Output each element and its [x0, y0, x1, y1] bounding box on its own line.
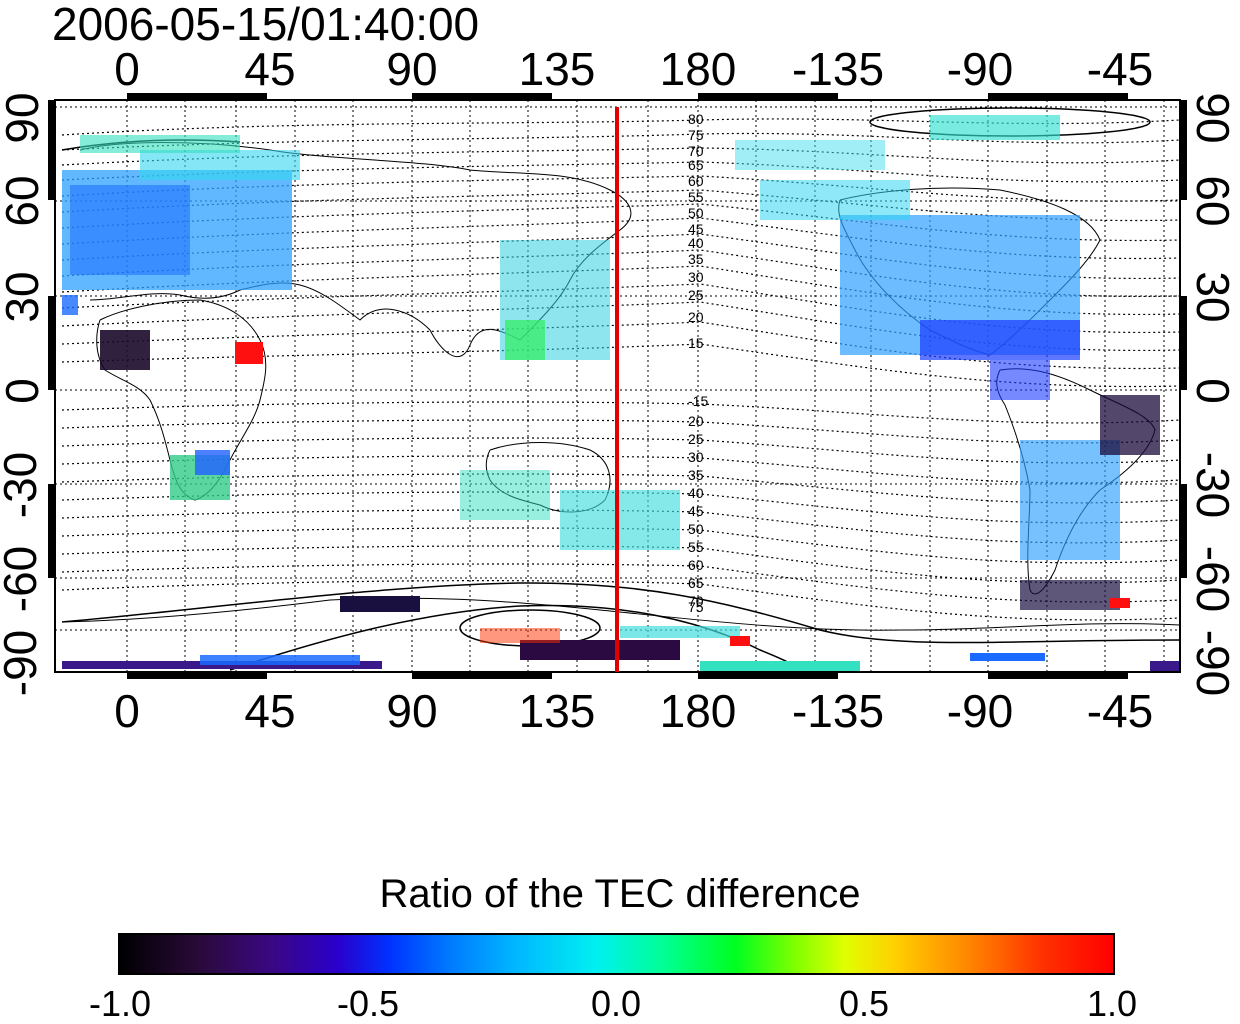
contour-label: 60 [688, 173, 704, 189]
left-lat-label: -30 [0, 451, 46, 519]
bottom-lon-label: 0 [114, 685, 140, 737]
contour-label: 40 [688, 485, 704, 501]
contour-label: 80 [688, 111, 704, 127]
contour-label: 55 [688, 189, 704, 205]
axis-frame-bars [48, 93, 1187, 679]
top-lon-label: 45 [244, 43, 296, 95]
contour-label: 50 [688, 205, 704, 221]
contour-label: 30 [688, 449, 704, 465]
bottom-lon-label: -45 [1086, 685, 1154, 737]
contour-label: 75 [688, 599, 704, 615]
left-lat-label: 90 [0, 92, 48, 144]
right-lat-label: 30 [1187, 271, 1239, 323]
colorbar-tick-label: -0.5 [336, 983, 400, 1024]
left-lat-label: 0 [0, 378, 48, 404]
right-lat-label: 0 [1187, 378, 1239, 404]
contour-label: -15 [688, 393, 708, 409]
contour-label: 25 [688, 431, 704, 447]
bottom-lon-label: 90 [386, 685, 438, 737]
contour-label: 40 [688, 235, 704, 251]
contour-label: 70 [688, 593, 704, 609]
top-lon-label: 90 [386, 43, 438, 95]
right-lat-label: -90 [1187, 629, 1239, 697]
bottom-lon-label: 45 [244, 685, 296, 737]
top-lon-label: -45 [1086, 43, 1154, 95]
top-lon-label: 135 [518, 43, 596, 95]
figure-title: 2006-05-15/01:40:00 [52, 0, 480, 50]
contour-label: 60 [688, 557, 704, 573]
right-lat-label: 90 [1187, 92, 1239, 144]
bottom-lon-label: 180 [659, 685, 737, 737]
contour-label: 50 [688, 521, 704, 537]
colorbar-tick-label: 0.5 [838, 983, 890, 1024]
top-lon-label: -135 [791, 43, 885, 95]
tec-data-patches [62, 115, 1180, 671]
top-lon-label: 180 [659, 43, 737, 95]
contour-label: 55 [688, 539, 704, 555]
contour-label: 75 [688, 127, 704, 143]
contour-label: 65 [688, 157, 704, 173]
contour-label: 20 [688, 413, 704, 429]
contour-label: 35 [688, 251, 704, 267]
colorbar-tick-label: 1.0 [1086, 983, 1138, 1024]
contour-label: 35 [688, 467, 704, 483]
contour-label: 45 [688, 503, 704, 519]
contour-label: 65 [688, 575, 704, 591]
colorbar-tick-label: 0.0 [590, 983, 642, 1024]
colorbar-title: Ratio of the TEC difference [379, 872, 861, 916]
left-lat-label: 60 [0, 175, 48, 227]
bottom-lon-label: -90 [946, 685, 1014, 737]
contour-label: 15 [688, 335, 704, 351]
colorbar-tick-label: -1.0 [88, 983, 152, 1024]
contour-label: 25 [688, 287, 704, 303]
left-lat-label: -90 [0, 629, 46, 697]
top-lon-label: 0 [114, 43, 140, 95]
left-lat-label: 30 [0, 271, 48, 323]
contour-label: 30 [688, 269, 704, 285]
bottom-lon-label: 135 [518, 685, 596, 737]
right-lat-label: 60 [1187, 175, 1239, 227]
contour-label: 20 [688, 309, 704, 325]
contour-label: 45 [688, 221, 704, 237]
right-lat-label: -30 [1187, 451, 1239, 519]
contour-label: 70 [688, 143, 704, 159]
colorbar [118, 933, 1115, 975]
top-lon-label: -90 [946, 43, 1014, 95]
bottom-lon-label: -135 [791, 685, 885, 737]
